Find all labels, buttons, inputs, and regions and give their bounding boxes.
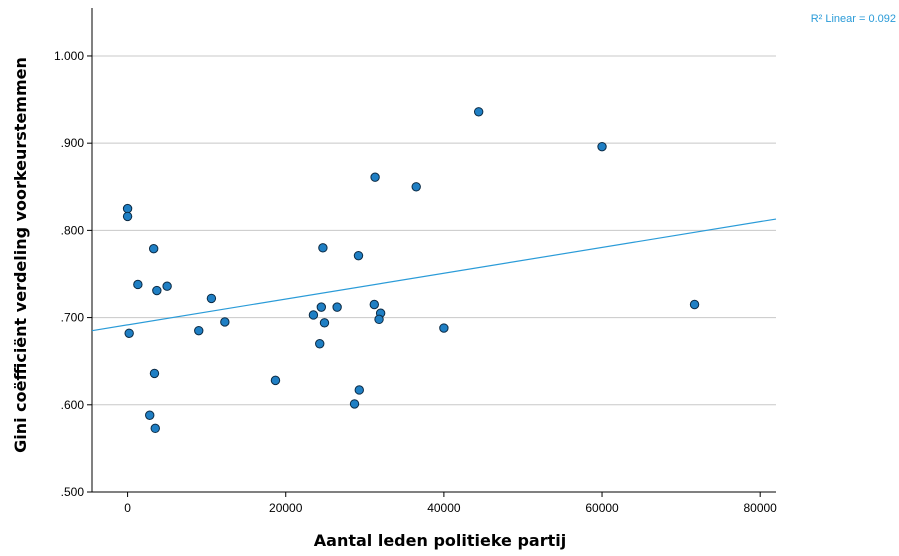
x-tick-label: 80000 xyxy=(743,501,777,515)
data-point xyxy=(152,285,162,296)
data-point xyxy=(308,310,319,320)
y-tick-label: .800 xyxy=(61,223,85,237)
axes xyxy=(87,8,776,497)
data-points xyxy=(122,107,700,434)
data-point xyxy=(374,314,384,325)
data-point xyxy=(319,318,330,328)
data-point xyxy=(411,182,421,192)
y-tick-label: 1.000 xyxy=(54,49,84,63)
data-point xyxy=(149,368,160,379)
data-point xyxy=(332,302,342,312)
x-tick-label: 20000 xyxy=(269,501,303,515)
gridlines xyxy=(92,55,776,406)
data-point xyxy=(369,299,379,310)
data-point xyxy=(370,172,380,182)
y-tick-label: .900 xyxy=(61,136,85,150)
fit-line-group xyxy=(91,218,777,332)
data-point xyxy=(439,323,449,333)
data-point xyxy=(124,328,134,338)
data-point xyxy=(133,279,143,290)
data-point xyxy=(145,410,155,420)
data-point xyxy=(194,325,204,336)
data-point xyxy=(318,243,328,253)
linear-fit-line xyxy=(91,218,777,332)
data-point xyxy=(150,423,160,434)
r2-linear-label: R² Linear = 0.092 xyxy=(811,13,896,25)
x-axis-title: Aantal leden politieke partij xyxy=(314,531,566,550)
data-point xyxy=(354,385,364,395)
data-point xyxy=(220,317,230,327)
x-tick-labels: 0 20000 40000 60000 80000 xyxy=(124,501,777,515)
data-point xyxy=(315,339,325,349)
y-tick-label: .700 xyxy=(61,311,85,325)
y-tick-label: .600 xyxy=(61,398,85,412)
data-point xyxy=(349,399,360,409)
data-point xyxy=(473,107,484,117)
data-point xyxy=(689,299,700,310)
data-point xyxy=(353,250,364,261)
x-tick-label: 60000 xyxy=(585,501,619,515)
data-point xyxy=(162,281,172,291)
x-tick-label: 0 xyxy=(124,501,131,515)
data-point xyxy=(206,293,217,304)
x-tick-label: 40000 xyxy=(427,501,461,515)
data-point xyxy=(270,375,281,386)
y-tick-labels: .500 .600 .700 .800 .900 1.000 xyxy=(54,49,84,499)
data-point xyxy=(597,141,607,152)
data-point xyxy=(122,211,133,222)
data-point xyxy=(148,243,159,254)
y-axis-title: Gini coëfficiënt verdeling voorkeurstemm… xyxy=(11,57,30,453)
data-point xyxy=(122,203,133,214)
y-tick-label: .500 xyxy=(61,485,85,499)
data-point xyxy=(316,302,327,312)
